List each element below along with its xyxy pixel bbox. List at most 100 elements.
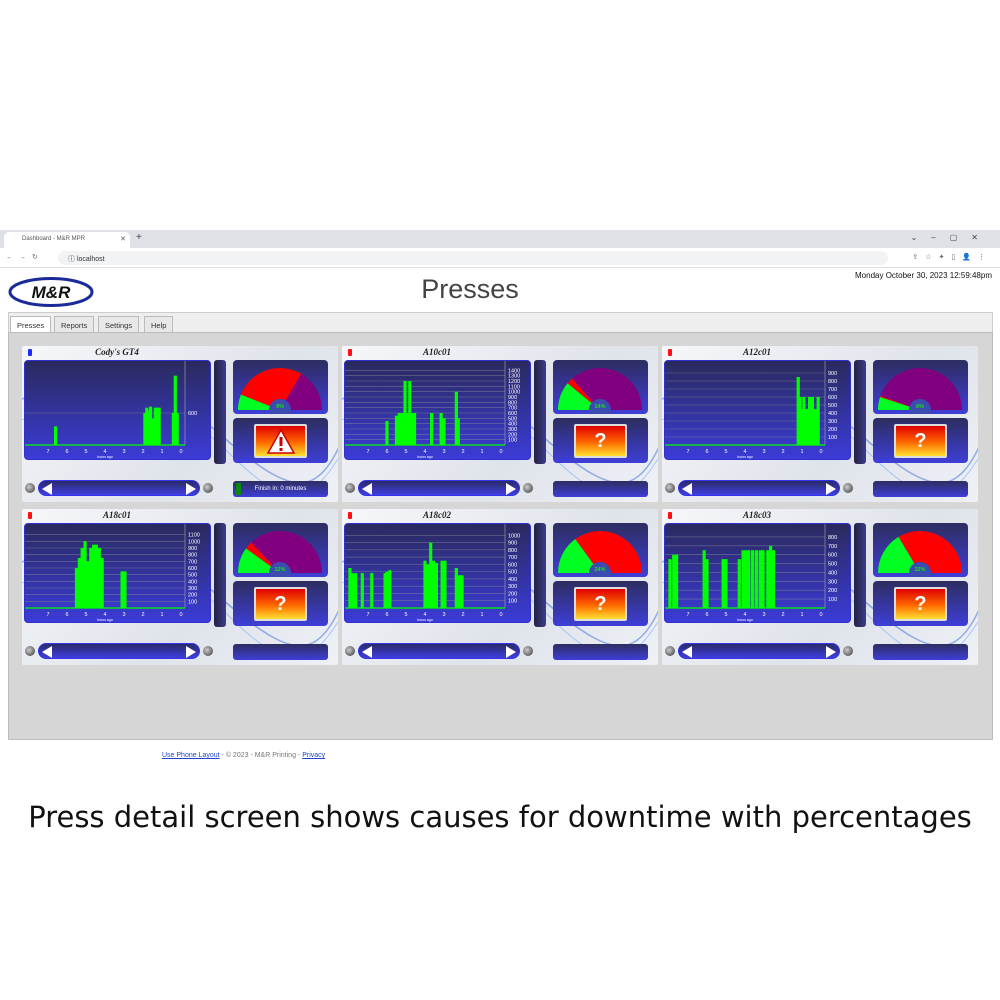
nav-buttons-icon[interactable]: ←→↻ — [6, 254, 44, 261]
alert-box[interactable]: ? — [873, 581, 968, 626]
scroll-right-icon[interactable] — [506, 483, 516, 495]
slider-knob-right[interactable] — [203, 483, 213, 493]
status-indicator — [348, 349, 352, 356]
close-tab-icon[interactable]: ✕ — [120, 236, 126, 243]
slider-track[interactable] — [358, 643, 520, 659]
press-panel[interactable]: A10c01 100 200 300 400 500 600 700 800 900 1000 11… — [342, 346, 658, 502]
slider-knob-right[interactable] — [843, 646, 853, 656]
address-input[interactable]: ⓘ localhost — [58, 251, 888, 265]
warning-icon[interactable] — [254, 424, 307, 458]
slider-knob-left[interactable] — [665, 646, 675, 656]
slider-track[interactable] — [38, 480, 200, 496]
tab-presses[interactable]: Presses — [10, 316, 52, 333]
alert-box[interactable]: ? — [553, 418, 648, 463]
question-icon[interactable]: ? — [574, 424, 627, 458]
status-indicator — [668, 349, 672, 356]
tab-reports[interactable]: Reports — [54, 316, 95, 333]
tab-help[interactable]: Help — [144, 316, 174, 333]
toolbar-icons[interactable]: ⇪☆✦▯👤⋮ — [912, 254, 992, 261]
x-tick-label: 5 — [84, 612, 87, 618]
downtime-gauge[interactable]: 24% — [553, 523, 648, 584]
new-tab-icon[interactable]: + — [136, 232, 142, 243]
scroll-right-icon[interactable] — [506, 646, 516, 658]
tab-settings[interactable]: Settings — [98, 316, 140, 333]
downtime-gauge[interactable]: 14% — [553, 360, 648, 421]
production-chart[interactable]: 100 200 300 400 500 600 700 800 7 6 5 4 3 2 1 0 hours ag… — [664, 523, 851, 623]
production-chart[interactable]: 100 200 300 400 500 600 700 800 900 1000 1100 1200 1… — [344, 360, 531, 460]
slider-track[interactable] — [358, 480, 520, 496]
scroll-right-icon[interactable] — [186, 646, 196, 658]
alert-box[interactable]: ? — [233, 581, 328, 626]
question-icon[interactable]: ? — [574, 587, 627, 621]
slider-knob-right[interactable] — [203, 646, 213, 656]
y-tick-label: 1000 — [508, 390, 520, 396]
time-slider[interactable] — [664, 643, 854, 659]
alert-box[interactable]: ? — [873, 418, 968, 463]
production-chart[interactable]: 600 7 6 5 4 3 2 1 0 hours ago — [24, 360, 211, 460]
scroll-right-icon[interactable] — [186, 483, 196, 495]
gauge-segment-red — [880, 395, 910, 407]
question-icon[interactable]: ? — [254, 587, 307, 621]
y-tick-label: 600 — [188, 411, 197, 417]
alert-box[interactable] — [233, 418, 328, 463]
downtime-gauge[interactable]: 12% — [233, 523, 328, 584]
scroll-left-icon[interactable] — [682, 483, 692, 495]
scroll-right-icon[interactable] — [826, 646, 836, 658]
scroll-left-icon[interactable] — [42, 646, 52, 658]
y-tick-label: 900 — [508, 541, 517, 547]
downtime-gauge[interactable]: 32% — [873, 523, 968, 584]
slider-knob-right[interactable] — [523, 646, 533, 656]
presses-grid: Cody's GT4 600 7 6 5 4 3 2 1 0 hours ago 9% Finis… — [8, 332, 993, 740]
slider-knob-left[interactable] — [345, 483, 355, 493]
slider-knob-left[interactable] — [665, 483, 675, 493]
press-name: A18c03 — [743, 510, 771, 520]
press-panel[interactable]: Cody's GT4 600 7 6 5 4 3 2 1 0 hours ago 9% Finis… — [22, 346, 338, 502]
bar — [430, 413, 434, 445]
scroll-left-icon[interactable] — [362, 483, 372, 495]
slider-track[interactable] — [678, 480, 840, 496]
downtime-gauge[interactable]: 9% — [233, 360, 328, 421]
press-panel[interactable]: A18c02 100 200 300 400 500 600 700 800 900 1000 7 6… — [342, 509, 658, 665]
time-slider[interactable] — [24, 643, 214, 659]
time-slider[interactable] — [344, 643, 534, 659]
question-icon[interactable]: ? — [894, 424, 947, 458]
phone-layout-link[interactable]: Use Phone Layout — [162, 752, 220, 759]
alert-box[interactable]: ? — [553, 581, 648, 626]
browser-tab[interactable]: Dashboard - M&R MPR ✕ — [4, 232, 130, 248]
downtime-gauge[interactable]: 6% — [873, 360, 968, 421]
window-controls[interactable]: ⌄–▢✕ — [910, 233, 992, 242]
production-chart[interactable]: 100 200 300 400 500 600 700 800 900 7 6 5 4 3 2 1 0 hours… — [664, 360, 851, 460]
slider-track[interactable] — [38, 643, 200, 659]
bar — [668, 559, 672, 608]
bar — [443, 560, 447, 608]
y-tick-label: 300 — [508, 427, 517, 433]
x-tick-label: 4 — [423, 612, 426, 618]
scroll-right-icon[interactable] — [826, 483, 836, 495]
slider-knob-right[interactable] — [843, 483, 853, 493]
bar — [741, 550, 745, 608]
finish-estimate — [873, 481, 968, 497]
x-tick-label: 3 — [762, 449, 765, 455]
production-chart[interactable]: 100 200 300 400 500 600 700 800 900 1000 7 6 5 4 3 2 1 0 h… — [344, 523, 531, 623]
scroll-left-icon[interactable] — [682, 646, 692, 658]
production-chart[interactable]: 100 200 300 400 500 600 700 800 900 1000 1100 7 6 5 4 3… — [24, 523, 211, 623]
press-panel[interactable]: A18c03 100 200 300 400 500 600 700 800 7 6 5 4 3 2 1 0 h… — [662, 509, 978, 665]
bar — [400, 413, 404, 445]
press-panel[interactable]: A12c01 100 200 300 400 500 600 700 800 900 7 6 5 4 3 2… — [662, 346, 978, 502]
time-slider[interactable] — [24, 480, 214, 496]
vertical-level-bar — [534, 523, 546, 627]
scroll-left-icon[interactable] — [362, 646, 372, 658]
bar — [457, 575, 461, 608]
press-panel[interactable]: A18c01 100 200 300 400 500 600 700 800 900 1000 11… — [22, 509, 338, 665]
scroll-left-icon[interactable] — [42, 483, 52, 495]
question-icon[interactable]: ? — [894, 587, 947, 621]
gauge-segment-green — [238, 394, 270, 410]
slider-knob-left[interactable] — [25, 646, 35, 656]
slider-knob-left[interactable] — [345, 646, 355, 656]
slider-knob-right[interactable] — [523, 483, 533, 493]
time-slider[interactable] — [664, 480, 854, 496]
time-slider[interactable] — [344, 480, 534, 496]
slider-track[interactable] — [678, 643, 840, 659]
privacy-link[interactable]: Privacy — [302, 752, 326, 759]
slider-knob-left[interactable] — [25, 483, 35, 493]
